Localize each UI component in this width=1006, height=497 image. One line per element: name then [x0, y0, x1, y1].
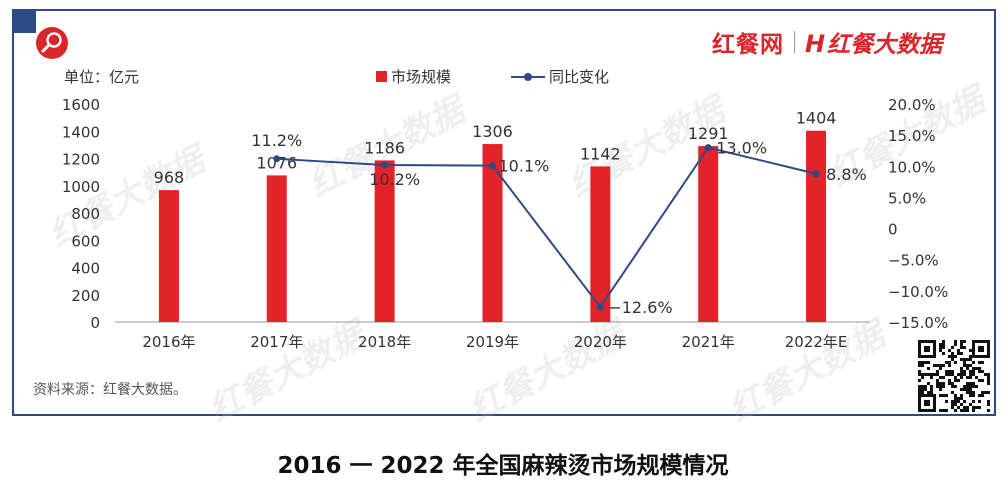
bar: [806, 130, 827, 322]
bar-value-label: 1404: [796, 109, 837, 128]
yoy-point: [489, 162, 496, 170]
yoy-value-label: 8.8%: [826, 165, 867, 184]
x-tick-label: 2020年: [574, 333, 627, 351]
y-left-tick-label: 1200: [62, 151, 100, 169]
yoy-value-label: 10.2%: [369, 170, 420, 189]
unit-label: 单位：亿元: [64, 68, 140, 86]
x-tick-label: 2017年: [250, 333, 303, 351]
x-tick-label: 2016年: [142, 333, 195, 351]
legend-bar-label: 市场规模: [391, 68, 452, 86]
chart-plot: 0 200 400 600 800 1000 1200 1400 1600 −15.0% −10.0…: [62, 96, 948, 351]
legend-line-swatch: [511, 69, 546, 85]
bar-value-label: 1186: [364, 138, 405, 157]
brand-mark-icon: H: [805, 30, 826, 58]
yoy-value-label: 10.1%: [499, 157, 550, 176]
x-tick-label: 2018年: [358, 333, 411, 351]
bar-value-label: 968: [154, 168, 185, 187]
y-left-tick-label: 1400: [62, 123, 100, 141]
y-left-tick-label: 1600: [62, 96, 100, 114]
y-right-tick-label: 15.0%: [888, 127, 936, 145]
bar-value-label: 1291: [688, 124, 729, 143]
yoy-value-label: −12.6%: [608, 298, 672, 317]
yoy-line: [276, 146, 817, 309]
y-right-tick-label: −15.0%: [888, 314, 948, 332]
bar: [158, 190, 179, 322]
source-note: 资料来源：红餐大数据。: [33, 382, 187, 398]
y-right-tick-label: 5.0%: [888, 189, 926, 207]
brand-site-name: 红餐网: [712, 32, 784, 58]
chart-caption: 2016 一 2022 年全国麻辣烫市场规模情况: [277, 453, 729, 479]
yoy-point: [273, 155, 281, 163]
y-right-tick-label: −10.0%: [888, 283, 948, 301]
bar-value-label: 1306: [472, 122, 513, 141]
y-left-tick-label: 1000: [62, 178, 100, 196]
x-tick-label: 2019年: [466, 333, 519, 351]
chart-legend: 市场规模 同比变化: [376, 66, 609, 87]
yoy-value-label: 13.0%: [716, 139, 767, 158]
brand-data-name: 红餐大数据: [827, 32, 943, 58]
yoy-point: [381, 161, 389, 169]
frame-corner-accent: [12, 9, 36, 33]
brand-divider: [794, 31, 795, 53]
y-left-tick-label: 600: [71, 232, 100, 250]
legend-line-label: 同比变化: [549, 68, 610, 86]
y-left-tick-label: 400: [71, 260, 100, 278]
bar-value-label: 1142: [580, 144, 621, 163]
y-left-tick-label: 0: [90, 314, 100, 332]
y-right-tick-label: −5.0%: [888, 252, 939, 270]
bar-value-label: 1076: [256, 153, 297, 172]
y-left-tick-label: 800: [71, 205, 100, 223]
bar: [590, 166, 611, 322]
legend-bar-swatch: [376, 71, 387, 82]
bar: [482, 144, 503, 322]
yoy-point: [812, 170, 820, 178]
x-tick-label: 2022年E: [785, 333, 848, 351]
brand-logo: 红餐网 H红餐大数据: [712, 26, 942, 58]
y-right-tick-label: 20.0%: [888, 96, 936, 114]
bar: [698, 146, 719, 322]
y-right-tick-label: 10.0%: [888, 158, 936, 176]
y-right-tick-label: 0: [888, 221, 898, 239]
bar: [374, 160, 395, 322]
search-icon: [36, 27, 68, 59]
yoy-point: [596, 303, 604, 311]
x-tick-label: 2021年: [682, 333, 735, 351]
y-left-tick-label: 200: [71, 287, 100, 305]
qr-code-icon: [918, 340, 990, 412]
yoy-value-label: 11.2%: [251, 131, 302, 150]
bar: [266, 175, 287, 322]
yoy-point: [704, 144, 712, 152]
